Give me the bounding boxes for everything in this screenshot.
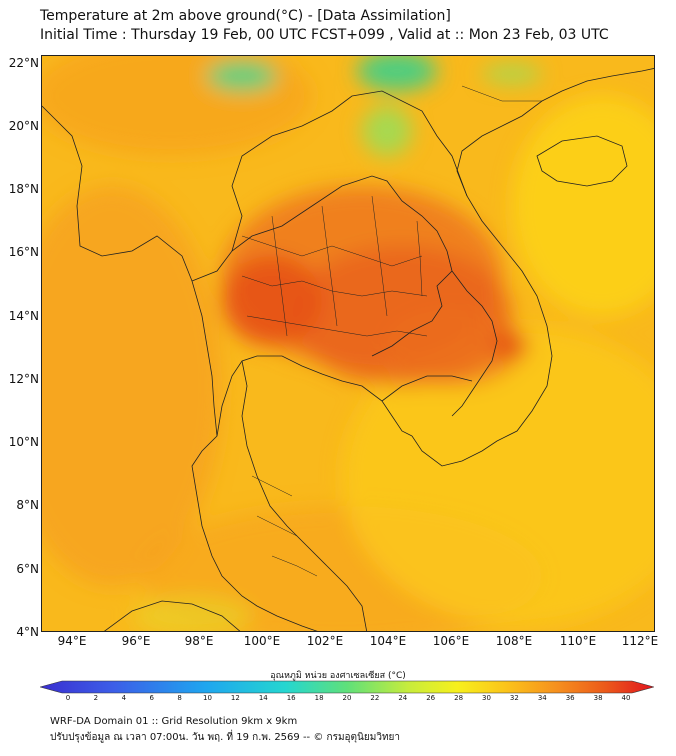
lat-label-8n: 8°N xyxy=(16,498,39,512)
colorbar-tick-label: 28 xyxy=(454,694,464,702)
colorbar-tick-label: 8 xyxy=(177,694,182,702)
colorbar-tick-label: 30 xyxy=(482,694,491,702)
lat-label-12n: 12°N xyxy=(8,372,39,386)
colorbar-tick-label: 10 xyxy=(203,694,212,702)
colorbar-tick-label: 38 xyxy=(593,694,603,702)
lat-label-10n: 10°N xyxy=(8,435,39,449)
colorbar-tick-label: 6 xyxy=(149,694,154,702)
chart-title: Temperature at 2m above ground(°C) - [Da… xyxy=(40,8,451,24)
colorbar-tick-label: 12 xyxy=(230,694,240,702)
colorbar-tick-label: 22 xyxy=(370,694,380,702)
colorbar-tick-label: 0 xyxy=(65,694,71,702)
chart-subtitle: Initial Time : Thursday 19 Feb, 00 UTC F… xyxy=(40,27,609,43)
lon-label-106e: 106°E xyxy=(432,634,470,648)
colorbar-tick-label: 26 xyxy=(426,694,436,702)
lon-label-110e: 110°E xyxy=(559,634,597,648)
lat-label-18n: 18°N xyxy=(8,182,39,196)
colorbar-tick-label: 2 xyxy=(93,694,99,702)
lon-label-112e: 112°E xyxy=(621,634,659,648)
colorbar-tick-label: 18 xyxy=(314,694,324,702)
lat-label-6n: 6°N xyxy=(16,562,39,576)
colorbar-tick-label: 36 xyxy=(565,694,575,702)
lat-label-4n: 4°N xyxy=(16,625,39,639)
footer-model-info: WRF-DA Domain 01 :: Grid Resolution 9km … xyxy=(50,716,298,727)
lon-label-100e: 100°E xyxy=(243,634,281,648)
colorbar-tick-label: 4 xyxy=(121,694,127,702)
lon-label-96e: 96°E xyxy=(121,634,151,648)
colorbar-tick-label: 14 xyxy=(258,694,268,702)
lon-label-108e: 108°E xyxy=(495,634,533,648)
lat-label-20n: 20°N xyxy=(8,119,39,133)
colorbar-gradient xyxy=(40,680,654,694)
lon-label-102e: 102°E xyxy=(306,634,344,648)
lon-label-98e: 98°E xyxy=(184,634,214,648)
lon-label-94e: 94°E xyxy=(57,634,87,648)
colorbar-title: อุณหภูมิ หน่วย องศาเซลเซียส (°C) xyxy=(270,671,406,681)
lat-label-22n: 22°N xyxy=(8,56,39,70)
colorbar-tick-label: 20 xyxy=(342,694,352,702)
colorbar-tick-label: 16 xyxy=(286,694,296,702)
colorbar-tick-label: 32 xyxy=(509,694,519,702)
temperature-map[interactable] xyxy=(41,55,655,632)
footer-update-info: ปรับปรุงข้อมูล ณ เวลา 07:00น. วัน พฤ. ที… xyxy=(50,732,401,743)
colorbar-tick-label: 24 xyxy=(398,694,408,702)
temperature-colorbar xyxy=(40,680,654,694)
coastlines-borders xyxy=(42,68,654,631)
lat-label-14n: 14°N xyxy=(8,309,39,323)
lon-label-104e: 104°E xyxy=(369,634,407,648)
lat-label-16n: 16°N xyxy=(8,245,39,259)
colorbar-tick-label: 34 xyxy=(537,694,547,702)
colorbar-tick-label: 40 xyxy=(621,694,631,702)
